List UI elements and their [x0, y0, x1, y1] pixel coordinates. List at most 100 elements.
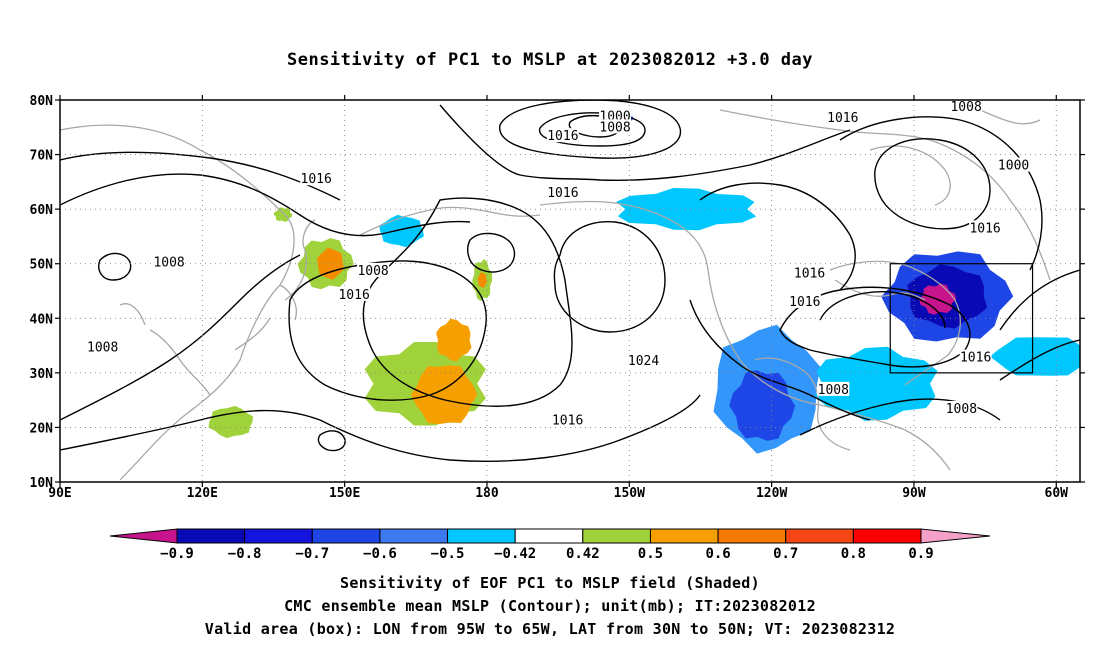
mslp-contour	[874, 138, 991, 230]
colorbar-segment	[379, 528, 449, 544]
coastline-segment	[284, 219, 316, 301]
colorbar-tick-label: 0.7	[773, 546, 798, 562]
colorbar-segment	[852, 528, 922, 544]
contour-label-bg	[599, 119, 632, 134]
shading-orange-aleutian	[477, 272, 487, 289]
map-frame	[59, 99, 1081, 483]
contour-label-text: 1016	[969, 221, 1000, 236]
mslp-contour	[699, 182, 856, 291]
lon-tick-label: 90E	[48, 486, 71, 501]
mslp-contour	[499, 100, 682, 159]
lat-tick-label: 40N	[30, 312, 54, 327]
lon-tick-label: 60W	[1045, 486, 1069, 501]
contour-label-bg	[357, 262, 390, 277]
coastline-segment	[234, 317, 271, 351]
colorbar-tick-label: 0.6	[705, 546, 730, 562]
contour-label: 1016	[969, 220, 1002, 236]
contour-label: 1000	[997, 157, 1030, 174]
contour-label-bg	[300, 171, 333, 186]
contour-label-text: 1016	[547, 186, 578, 201]
colorbar-tick-label: −0.9	[160, 546, 194, 562]
coastline-segment	[119, 303, 146, 326]
colorbar-tick-label: −0.7	[295, 546, 329, 562]
contour-label-text: 1016	[552, 413, 583, 428]
contour-label: 1016	[788, 294, 821, 310]
contour-label-text: 1016	[960, 351, 991, 366]
shading-cyan-north-pacific	[616, 188, 757, 231]
colorbar-tick-label: 0.8	[841, 546, 866, 562]
lat-tick-label: 10N	[30, 476, 54, 491]
contour-label-text: 1008	[153, 256, 184, 271]
contour-label-text: 1024	[628, 354, 659, 369]
contour-label-bg	[950, 99, 983, 114]
lon-tick-label: 120E	[187, 486, 218, 501]
lon-tick-label: 150E	[329, 486, 360, 501]
lat-tick-label: 80N	[30, 94, 54, 109]
coastline-segment	[979, 109, 1041, 125]
contour-labels: 1000100810161016100810001016101610161008…	[86, 99, 1030, 428]
lat-tick-label: 30N	[30, 367, 54, 382]
contour-label-bg	[817, 381, 850, 396]
colorbar-segment	[649, 528, 719, 544]
shading-cyan-gulf	[814, 346, 938, 421]
colorbar-tick-label: −0.5	[431, 546, 465, 562]
colorbar-low-extend	[109, 528, 178, 544]
coastline-segment	[754, 357, 851, 451]
contour-label-text: 1008	[950, 100, 981, 115]
colorbar-segment	[244, 528, 313, 544]
contour-label-bg	[546, 128, 579, 143]
coastline-segment	[359, 206, 541, 236]
coastline-segment	[719, 109, 1051, 281]
colorbar-segment	[176, 528, 246, 544]
shading-darkblue-east-pacific	[729, 370, 796, 441]
mslp-contour	[999, 339, 1080, 381]
contour-label: 1008	[950, 99, 983, 115]
colorbar-tick-label: −0.8	[228, 546, 262, 562]
contour-label-text: 1008	[599, 120, 630, 135]
contour-label-text: 1008	[357, 264, 388, 279]
contour-label-text: 1016	[794, 267, 825, 282]
page-title: Sensitivity of PC1 to MSLP at 2023082012…	[286, 50, 813, 70]
colorbar-tick-label: −0.42	[494, 546, 536, 562]
contour-label-bg	[627, 352, 660, 367]
contour-label: 1016	[546, 128, 579, 144]
colorbar-tick-label: 0.42	[566, 546, 600, 562]
contour-label-text: 1016	[827, 111, 858, 126]
mslp-contour	[60, 394, 701, 462]
contour-label-text: 1016	[301, 172, 332, 187]
contour-label-bg	[997, 157, 1030, 172]
colorbar-segment	[785, 528, 854, 544]
mslp-contour	[553, 221, 666, 333]
coastline-segment	[149, 329, 211, 396]
contour-label-text: 1000	[998, 159, 1029, 174]
contour-label: 1016	[551, 412, 584, 428]
sensitivity-shading	[208, 112, 1080, 454]
shading-orange-nw-pacific	[411, 365, 478, 425]
lat-tick-label: 50N	[30, 258, 54, 273]
lat-tick-label: 20N	[30, 421, 54, 436]
lon-tick-label: 180	[475, 486, 499, 501]
contour-label: 1016	[300, 171, 333, 187]
colorbar-segment	[311, 528, 381, 544]
contour-label-bg	[959, 349, 992, 364]
contour-label-bg	[945, 400, 978, 415]
contour-label-text: 1016	[789, 295, 820, 310]
mslp-contour	[539, 112, 646, 147]
caption-shading: Sensitivity of EOF PC1 to MSLP field (Sh…	[340, 574, 760, 592]
shading-cyan-bering	[379, 214, 424, 248]
contour-label: 1016	[793, 265, 826, 282]
contour-label: 1008	[599, 119, 632, 135]
mslp-contour	[799, 398, 1001, 436]
colorbar-tick-label: 0.9	[908, 546, 933, 562]
mslp-contour	[362, 197, 573, 407]
mslp-contour	[999, 269, 1080, 331]
contour-label-text: 1016	[547, 129, 578, 144]
contour-label-bg	[599, 108, 632, 123]
contour-label: 1016	[959, 349, 992, 366]
coastline-segment	[829, 260, 961, 386]
colorbar-tick-label: 0.5	[638, 546, 663, 562]
lon-tick-label: 120W	[756, 486, 787, 501]
contour-label-bg	[793, 265, 826, 280]
coastline-segment	[279, 284, 297, 321]
coastline-segment	[539, 200, 951, 471]
